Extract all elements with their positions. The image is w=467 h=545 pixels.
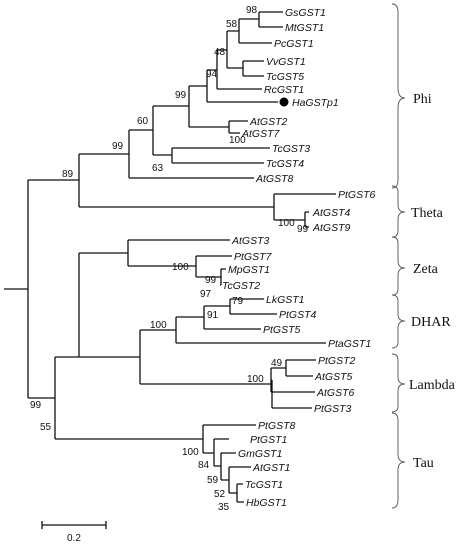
leaf-label: PtGST5 [263,324,301,336]
bootstrap-value: 98 [246,5,258,16]
group-label-theta: Theta [411,206,444,221]
branch [226,30,243,69]
leaf-label: AtGST6 [316,387,355,399]
tau-bracket [391,412,406,509]
group-labels: Phi Theta Zeta DHAR Lambda Tau [409,92,456,471]
bootstrap-value: 84 [198,460,210,471]
group-label-tau: Tau [413,456,434,471]
zeta-bracket [391,236,406,296]
leaf-label: TcGST4 [266,158,304,170]
leaf-label: TcGST1 [245,479,283,491]
branch [238,18,272,44]
leaf-label: GmGST1 [238,448,282,460]
bootstrap-value: 94 [206,69,218,80]
leaf-label: PtaGST1 [328,338,371,350]
leaf-label: HbGST1 [246,497,287,509]
bootstrap-value: 35 [218,502,230,513]
bootstrap-value: 100 [278,218,295,229]
leaf-label: PtGST8 [258,420,296,432]
branch [258,11,283,28]
scale-bar: 0.2 [41,521,107,544]
bootstrap-value: 55 [40,422,52,433]
bootstrap-value: 91 [207,310,219,321]
group-label-phi: Phi [413,92,432,107]
scale-bar-line [41,521,107,529]
bootstrap-value: 89 [62,169,74,180]
leaf-label: AtGST1 [252,462,290,474]
leaf-label: MtGST1 [285,22,324,34]
leaf-label: PtGST2 [318,355,356,367]
leaf-label: AtGST8 [255,173,294,185]
leaf-label: RcGST1 [264,84,304,96]
leaf-label: AtGST7 [241,128,281,140]
phi-bracket [391,3,406,189]
branch [27,179,79,399]
lambda-bracket [391,353,406,413]
group-label-zeta: Zeta [413,262,439,277]
leaf-label: PtGST4 [279,309,317,321]
bootstrap-values: 98 58 48 94 99 60 100 63 99 89 100 99 10… [30,5,309,513]
leaf-label: TcGST5 [266,71,304,83]
leaf-label: TcGST3 [272,143,310,155]
branch [78,153,274,208]
leaf-labels: GsGST1 MtGST1 PcGST1 VvGST1 TcGST5 RcGST… [222,7,376,509]
highlight-marker-icon [279,97,289,107]
bootstrap-value: 79 [232,296,244,307]
leaf-label: GsGST1 [285,7,326,19]
tree-branches [4,11,336,503]
bootstrap-value: 59 [207,475,219,486]
branch [171,147,270,164]
bootstrap-value: 48 [214,47,226,58]
leaf-label: AtGST4 [312,207,351,219]
bootstrap-value: 60 [137,116,149,127]
branch [236,483,244,503]
leaf-label: PtGST7 [234,251,273,263]
bootstrap-value: 100 [150,320,167,331]
branch [188,85,229,128]
branch [270,367,315,393]
bootstrap-value: 99 [30,400,42,411]
leaf-label: VvGST1 [266,56,306,68]
leaf-label: LkGST1 [266,294,305,306]
bootstrap-value: 100 [182,447,199,458]
leaf-label: AtGST3 [231,235,270,247]
leaf-label: AtGST2 [249,116,288,128]
group-brackets [391,3,406,509]
leaf-label: HaGSTp1 [292,97,339,109]
bootstrap-value: 99 [297,224,309,235]
leaf-label: PtGST6 [338,189,376,201]
bootstrap-value: 100 [172,262,189,273]
branch [271,379,312,409]
leaf-label: MpGST1 [228,264,270,276]
bootstrap-value: 58 [226,19,238,30]
group-label-lambda: Lambda [409,378,456,393]
leaf-label: PtGST3 [314,403,352,415]
scale-bar-label: 0.2 [67,533,81,544]
branch [54,356,203,440]
bootstrap-value: 49 [271,358,283,369]
bootstrap-value: 99 [205,275,217,286]
branch [195,255,232,278]
bootstrap-value: 100 [247,374,264,385]
leaf-label: PtGST1 [250,434,287,446]
branch [78,252,140,358]
bootstrap-value: 52 [214,489,226,500]
bootstrap-value: 97 [200,289,212,300]
bootstrap-value: 100 [229,135,246,146]
bootstrap-value: 99 [175,90,187,101]
bootstrap-value: 63 [152,163,164,174]
dhar-bracket [391,294,406,349]
theta-bracket [391,185,406,238]
leaf-label: PcGST1 [274,38,314,50]
group-label-dhar: DHAR [411,315,451,330]
leaf-label: AtGST9 [312,222,351,234]
leaf-label: TcGST2 [222,280,260,292]
bootstrap-value: 99 [112,141,124,152]
branch [242,60,264,77]
branch [285,359,316,377]
leaf-label: AtGST5 [314,371,353,383]
